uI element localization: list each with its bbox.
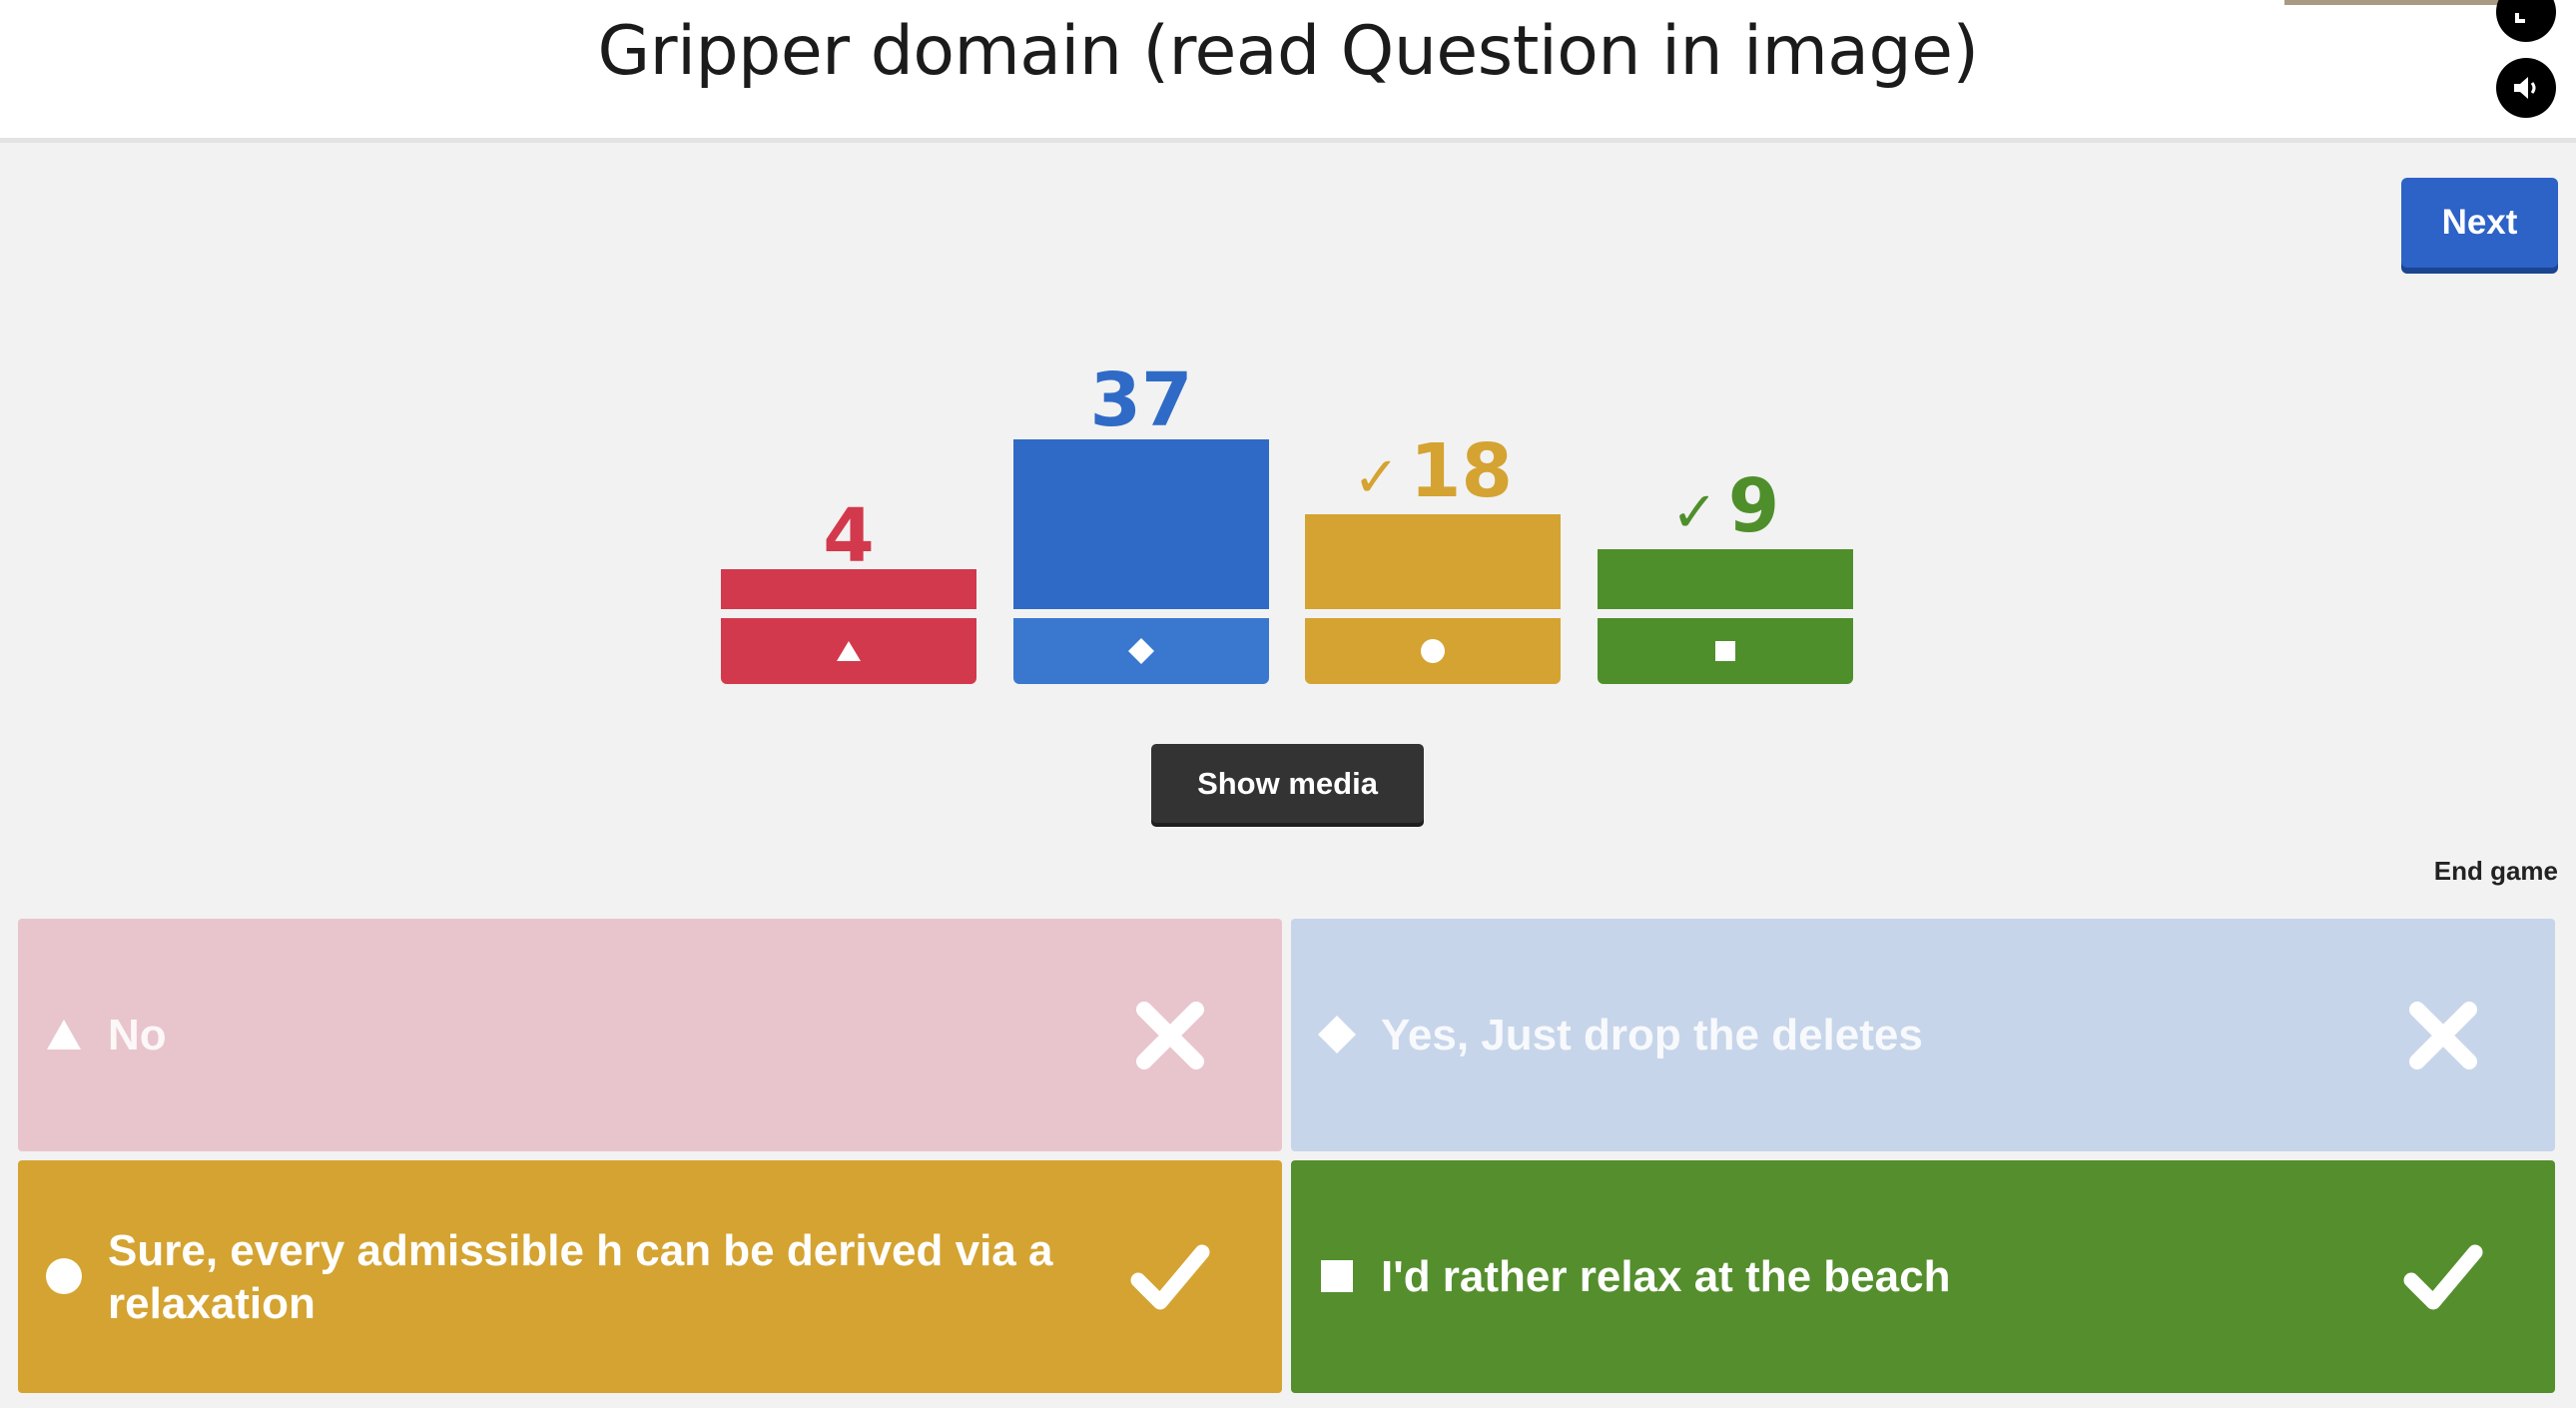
sound-toggle-button[interactable] — [2496, 58, 2556, 118]
video-thumbnail — [2284, 0, 2516, 5]
next-button[interactable]: Next — [2401, 178, 2558, 268]
circle-icon — [1421, 639, 1445, 663]
minimize-icon — [2515, 13, 2525, 23]
triangle-icon — [42, 1013, 86, 1056]
bar-fill-circle — [1305, 514, 1561, 609]
answer-circle: Sure, every admissible h can be derived … — [18, 1160, 1282, 1393]
triangle-icon — [837, 641, 861, 661]
result-bar-circle: ✓ 18 — [1305, 359, 1561, 684]
result-bar-square: ✓ 9 — [1598, 359, 1853, 684]
bar-base-square — [1598, 618, 1853, 684]
answer-square: I'd rather relax at the beach — [1291, 1160, 2555, 1393]
bar-base-diamond — [1013, 618, 1269, 684]
answer-text: Yes, Just drop the deletes — [1381, 1011, 1923, 1059]
answer-triangle: No — [18, 919, 1282, 1151]
square-icon — [1715, 641, 1735, 661]
bar-base-triangle — [721, 618, 976, 684]
answer-text: Sure, every admissible h can be derived … — [108, 1225, 1053, 1328]
bar-base-circle — [1305, 618, 1561, 684]
answer-text: I'd rather relax at the beach — [1381, 1252, 1951, 1301]
show-media-button[interactable]: Show media — [1151, 744, 1424, 823]
result-count-triangle: 4 — [823, 493, 875, 579]
correct-check-icon — [1130, 1237, 1210, 1317]
result-bar-triangle: 4 — [721, 359, 976, 684]
result-bar-diamond: 37 — [1013, 359, 1269, 684]
bar-fill-diamond — [1013, 439, 1269, 609]
diamond-icon — [1315, 1013, 1359, 1056]
correct-check-icon: ✓ — [1353, 445, 1400, 510]
correct-check-icon: ✓ — [1670, 480, 1718, 545]
end-game-link[interactable]: End game — [2433, 856, 2558, 886]
correct-check-icon — [2403, 1237, 2483, 1317]
question-title: Gripper domain (read Question in image) — [597, 12, 1979, 91]
diamond-icon — [1128, 638, 1154, 664]
wrong-x-icon — [1130, 996, 1210, 1075]
bar-fill-triangle — [721, 569, 976, 609]
square-icon — [1315, 1254, 1359, 1298]
speaker-icon — [2514, 77, 2536, 99]
answer-diamond: Yes, Just drop the deletes — [1291, 919, 2555, 1151]
result-count-circle: ✓ 18 — [1353, 428, 1513, 514]
top-bar — [0, 0, 2576, 143]
answer-text: No — [108, 1011, 167, 1059]
wrong-x-icon — [2403, 996, 2483, 1075]
circle-icon — [42, 1254, 86, 1298]
result-count-diamond: 37 — [1089, 357, 1193, 443]
result-count-square: ✓ 9 — [1670, 463, 1780, 549]
bar-fill-square — [1598, 549, 1853, 609]
